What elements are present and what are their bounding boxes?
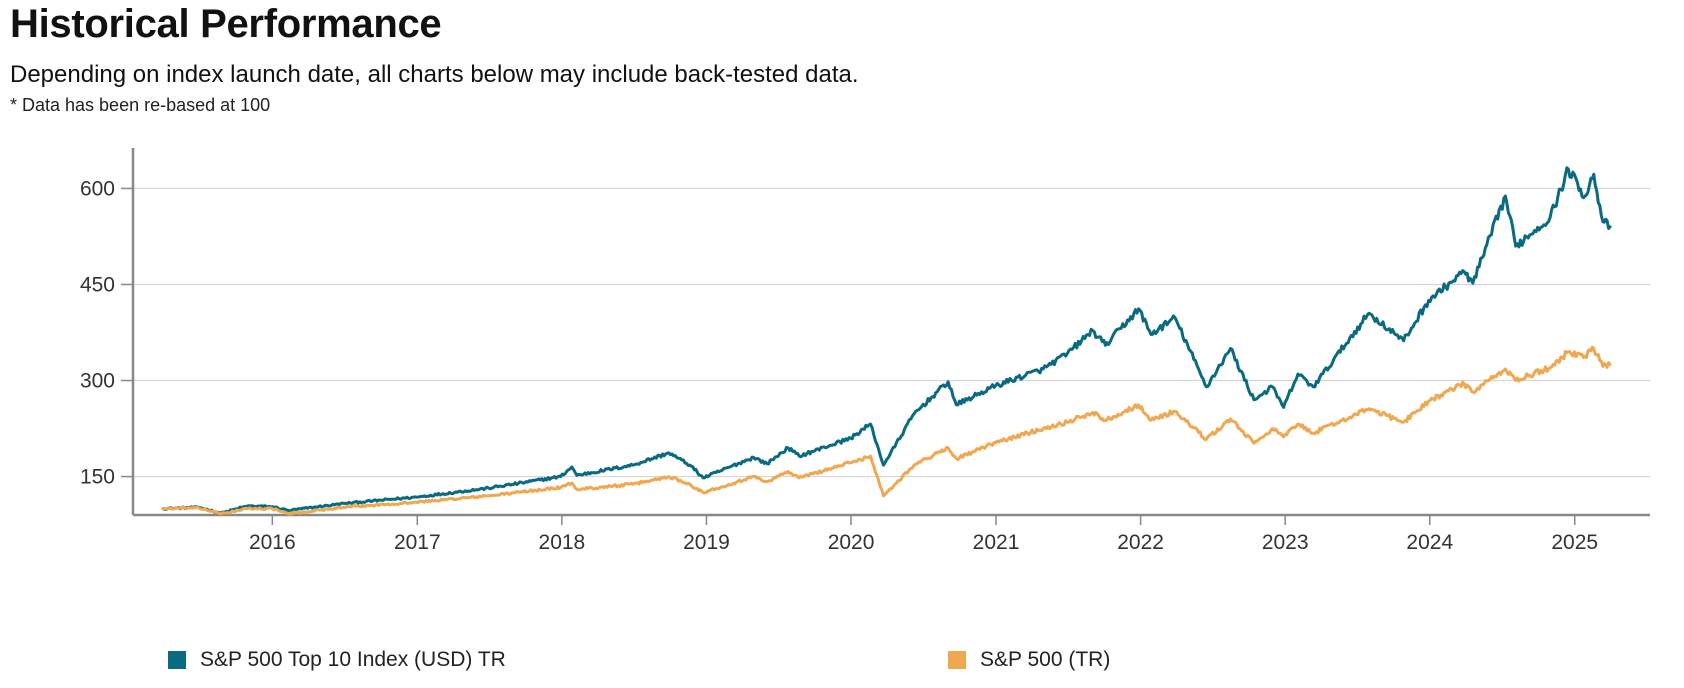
page-subtitle: Depending on index launch date, all char…	[10, 61, 859, 88]
page-title: Historical Performance	[10, 2, 442, 46]
legend-item-sp500: S&P 500 (TR)	[948, 648, 1110, 672]
chart-legend: S&P 500 Top 10 Index (USD) TR S&P 500 (TR…	[0, 648, 1684, 678]
series-line-sp500	[161, 345, 1612, 516]
legend-swatch	[948, 651, 966, 669]
y-tick-label-150: 150	[80, 466, 115, 489]
legend-label: S&P 500 Top 10 Index (USD) TR	[200, 648, 506, 671]
legend-item-top10: S&P 500 Top 10 Index (USD) TR	[168, 648, 506, 672]
legend-swatch	[168, 651, 186, 669]
rebase-note: * Data has been re-based at 100	[10, 95, 271, 115]
y-tick-label-450: 450	[80, 273, 115, 296]
y-tick-label-300: 300	[80, 370, 115, 393]
axes	[121, 148, 1650, 525]
series-line-top10	[161, 166, 1612, 515]
x-tick-label-2020: 2020	[828, 531, 875, 554]
x-tick-label-2019: 2019	[683, 531, 730, 554]
series-lines	[161, 166, 1612, 516]
x-tick-label-2025: 2025	[1551, 531, 1598, 554]
x-tick-label-2021: 2021	[973, 531, 1020, 554]
legend-label: S&P 500 (TR)	[980, 648, 1111, 671]
grid-lines	[133, 187, 1650, 478]
x-tick-label-2016: 2016	[249, 531, 296, 554]
x-tick-label-2024: 2024	[1406, 531, 1453, 554]
performance-line-chart: 150 300 450 600 2016 2017 2018 2019 2020 2021 2022…	[80, 148, 1650, 554]
y-tick-label-600: 600	[80, 177, 115, 200]
x-tick-label-2017: 2017	[394, 531, 441, 554]
tick-labels: 150 300 450 600 2016 2017 2018 2019 2020 2021 2022…	[80, 177, 1598, 554]
chart-header: Historical Performance Depending on inde…	[10, 0, 1610, 116]
x-tick-label-2023: 2023	[1262, 531, 1309, 554]
x-tick-label-2022: 2022	[1117, 531, 1164, 554]
x-tick-label-2018: 2018	[539, 531, 586, 554]
